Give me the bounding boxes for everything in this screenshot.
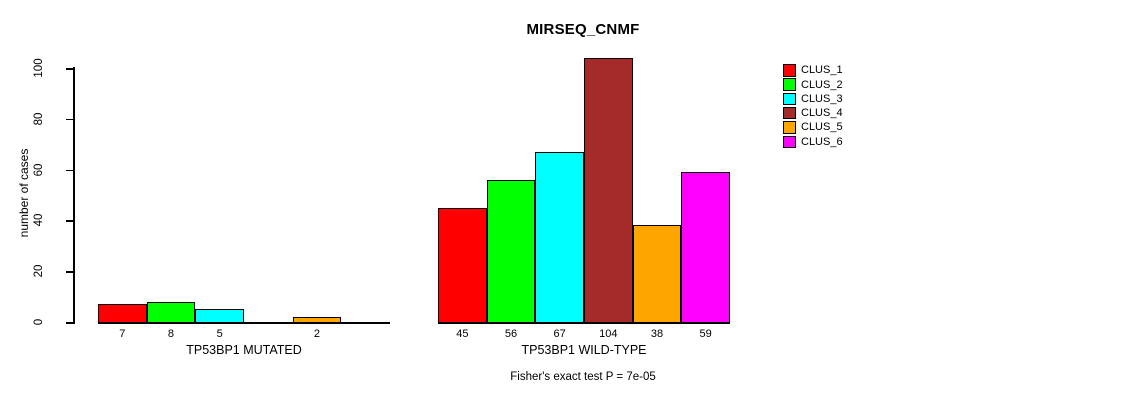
bar-clus_2 <box>486 179 536 324</box>
bar-clus_3 <box>195 309 244 324</box>
legend-label-clus_3: CLUS_3 <box>801 92 843 105</box>
bar-clus_5 <box>632 225 682 324</box>
bar-clus_4 <box>583 57 633 324</box>
bar-value-label: 38 <box>650 327 664 340</box>
legend-swatch-clus_6 <box>783 135 796 148</box>
fisher-test-footnote: Fisher's exact test P = 7e-05 <box>510 371 656 383</box>
bar-clus_2 <box>146 301 196 324</box>
y-axis-tick <box>66 68 73 70</box>
y-axis-tick <box>66 322 73 324</box>
bar-value-label: 59 <box>699 327 712 340</box>
y-axis-tick <box>66 118 73 121</box>
bar-value-label: 2 <box>313 327 321 340</box>
y-tick-label: 80 <box>33 112 45 126</box>
y-axis-label: number of cases <box>17 148 31 238</box>
bar-clus_1 <box>98 304 147 324</box>
group-label-mutated: TP53BP1 MUTATED <box>186 343 302 357</box>
bar-clus_3 <box>535 151 584 324</box>
bar-clus_6 <box>681 172 730 324</box>
bar-value-label: 8 <box>167 327 175 340</box>
legend-label-clus_4: CLUS_4 <box>801 107 843 120</box>
legend-label-clus_5: CLUS_5 <box>801 121 843 134</box>
bar-value-label: 67 <box>553 327 566 340</box>
bar-value-label: 56 <box>504 327 518 340</box>
y-tick-label: 0 <box>33 318 45 326</box>
bar-value-label: 5 <box>216 327 223 340</box>
bar-value-label: 7 <box>119 327 126 340</box>
y-tick-label: 20 <box>33 264 45 278</box>
bar-value-label: 104 <box>599 327 618 340</box>
legend-swatch-clus_2 <box>783 78 796 91</box>
y-axis-tick <box>66 169 73 172</box>
group-baseline <box>98 322 390 324</box>
legend-swatch-clus_5 <box>783 121 796 134</box>
group-label-wild-type: TP53BP1 WILD-TYPE <box>521 343 647 357</box>
legend-swatch-clus_3 <box>783 92 796 106</box>
legend-label-clus_1: CLUS_1 <box>801 64 843 77</box>
legend-label-clus_6: CLUS_6 <box>801 135 843 148</box>
legend-swatch-clus_4 <box>783 106 796 120</box>
bar-value-label: 45 <box>456 327 469 340</box>
chart-title: MIRSEQ_CNMF <box>526 21 640 38</box>
legend-label-clus_2: CLUS_2 <box>801 78 843 91</box>
bar-clus_5 <box>292 316 342 324</box>
legend-swatch-clus_1 <box>783 64 796 77</box>
y-tick-label: 60 <box>33 163 45 176</box>
y-axis-tick <box>66 271 73 273</box>
y-tick-label: 40 <box>33 213 45 227</box>
y-axis-line <box>73 67 75 324</box>
bar-clus_1 <box>438 207 487 324</box>
y-tick-label: 100 <box>33 58 45 78</box>
y-axis-tick <box>66 220 73 222</box>
